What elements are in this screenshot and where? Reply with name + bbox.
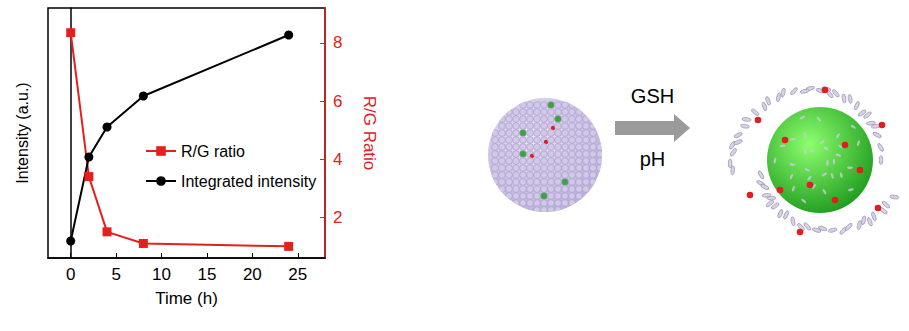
svg-text:Time (h): Time (h) (155, 289, 218, 308)
svg-text:4: 4 (333, 150, 342, 169)
svg-text:2: 2 (333, 208, 342, 227)
svg-text:R/G ratio: R/G ratio (181, 143, 245, 160)
svg-text:20: 20 (243, 265, 262, 284)
svg-text:10: 10 (152, 265, 171, 284)
svg-text:15: 15 (197, 265, 216, 284)
svg-text:GSH: GSH (631, 85, 674, 107)
svg-text:6: 6 (333, 92, 342, 111)
svg-text:Integrated intensity: Integrated intensity (181, 173, 316, 190)
svg-text:25: 25 (288, 265, 307, 284)
svg-text:0: 0 (66, 265, 75, 284)
svg-text:Intensity (a.u.): Intensity (a.u.) (14, 82, 31, 183)
svg-text:R/G Ratio: R/G Ratio (360, 96, 379, 171)
svg-text:pH: pH (640, 148, 666, 170)
svg-text:5: 5 (111, 265, 120, 284)
svg-text:8: 8 (333, 33, 342, 52)
